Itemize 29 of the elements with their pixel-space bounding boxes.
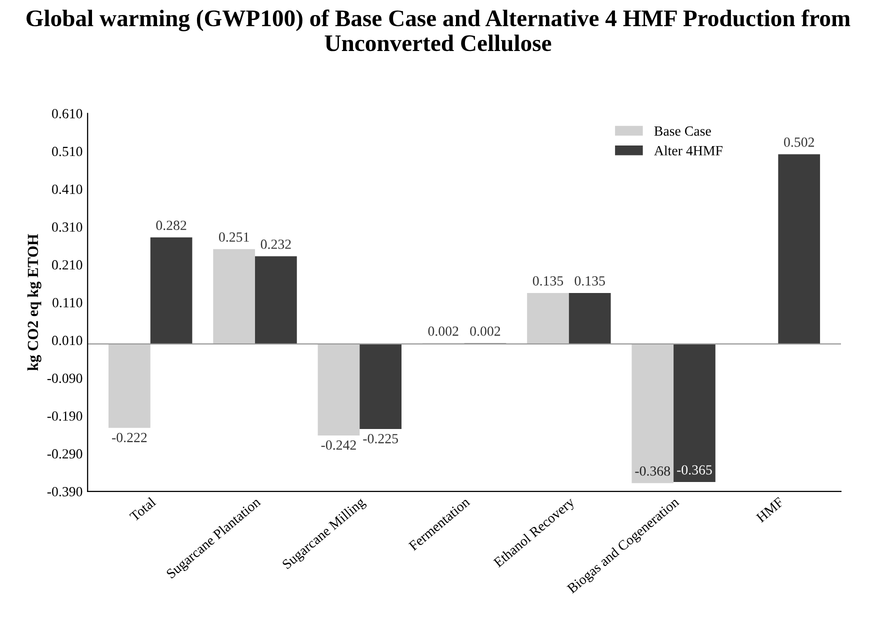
y-tick-label: -0.190 <box>47 411 82 421</box>
data-label: 0.002 <box>470 326 500 336</box>
data-label: 0.135 <box>532 276 564 286</box>
y-tick-label: 0.010 <box>52 336 82 346</box>
x-tick-label: Total <box>128 496 156 522</box>
y-tick-label: -0.090 <box>47 374 82 384</box>
y-tick-label: 0.410 <box>52 184 82 194</box>
y-tick-label: 0.310 <box>52 222 82 232</box>
legend-label: Base Case <box>654 126 711 136</box>
legend-label: Alter 4HMF <box>654 146 722 156</box>
y-tick-label: -0.290 <box>47 449 82 459</box>
data-label: -0.222 <box>112 432 147 442</box>
data-label: -0.225 <box>363 434 398 444</box>
y-tick-label: 0.610 <box>52 108 82 118</box>
y-tick-label: 0.110 <box>52 298 82 308</box>
data-label: -0.242 <box>321 440 356 450</box>
data-label: 0.282 <box>156 220 186 230</box>
data-label: -0.365 <box>677 465 712 475</box>
y-tick-label: -0.390 <box>47 486 82 496</box>
y-tick-label: 0.210 <box>52 260 82 270</box>
data-label: 0.251 <box>218 232 249 242</box>
data-label: 0.232 <box>260 240 291 249</box>
data-label: 0.135 <box>574 276 605 286</box>
y-axis-title: kg CO2 eq kg ETOH <box>27 234 42 371</box>
data-label: 0.502 <box>784 137 814 147</box>
data-label: 0.002 <box>428 326 458 336</box>
data-label: -0.368 <box>635 466 670 476</box>
y-tick-label: 0.510 <box>52 146 82 156</box>
chart-title: Global warming (GWP100) of Base Case and Alternative 4 HMF Production from Unconverted Cellulose <box>26 9 850 52</box>
